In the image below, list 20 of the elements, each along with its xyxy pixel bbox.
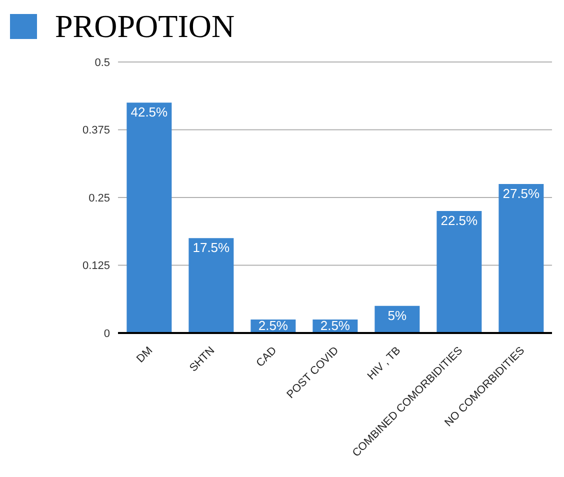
y-tick-label: 0.5 [94,56,110,69]
data-label: 22.5% [440,213,478,228]
bar [188,238,234,333]
x-tick-label: CAD [254,344,280,370]
y-tick-label: 0.25 [88,192,110,204]
y-tick-label: 0.375 [82,124,110,137]
bar [436,211,482,333]
data-label: 27.5% [502,186,540,201]
bar [126,102,172,333]
y-tick-label: 0 [104,328,110,340]
data-label: 2.5% [320,318,350,333]
legend-label: PROPOTION [55,8,235,44]
data-label: 17.5% [192,240,230,256]
x-tick-label: HIV , TB [365,344,404,382]
data-label: 5% [388,308,408,323]
data-label: 42.5% [130,104,168,120]
x-tick-label: DM [134,344,156,366]
y-tick-label: 0.125 [82,260,110,272]
bar [498,184,544,333]
data-label: 2.5% [258,318,288,333]
